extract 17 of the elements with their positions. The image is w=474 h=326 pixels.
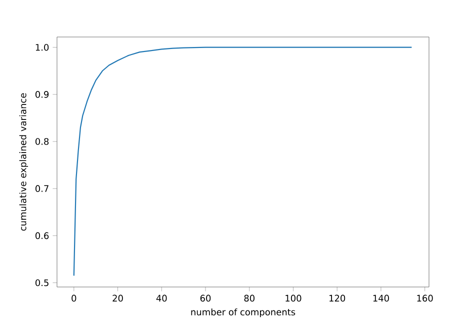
y-tick-label: 0.5 [35,279,48,286]
x-tick-label: 120 [329,294,346,302]
x-tick-label: 20 [112,294,123,302]
y-tick-label: 0.8 [35,138,49,145]
x-tick-label: 60 [200,294,211,302]
y-tick-label: 1.0 [36,44,49,51]
x-tick-label: 80 [244,294,254,302]
x-tick-label: 0 [72,294,76,302]
y-tick-label: 0.9 [35,91,49,98]
y-axis-title: cumulative explained variance [19,93,28,231]
x-tick-label: 100 [286,294,302,302]
x-axis-title: number of components [191,308,296,318]
x-tick-label: 40 [156,294,167,302]
x-tick-label: 160 [417,294,433,302]
y-tick-label: 0.6 [35,232,49,240]
x-tick-label: 140 [373,294,389,302]
y-tick-label: 0.7 [35,185,48,192]
